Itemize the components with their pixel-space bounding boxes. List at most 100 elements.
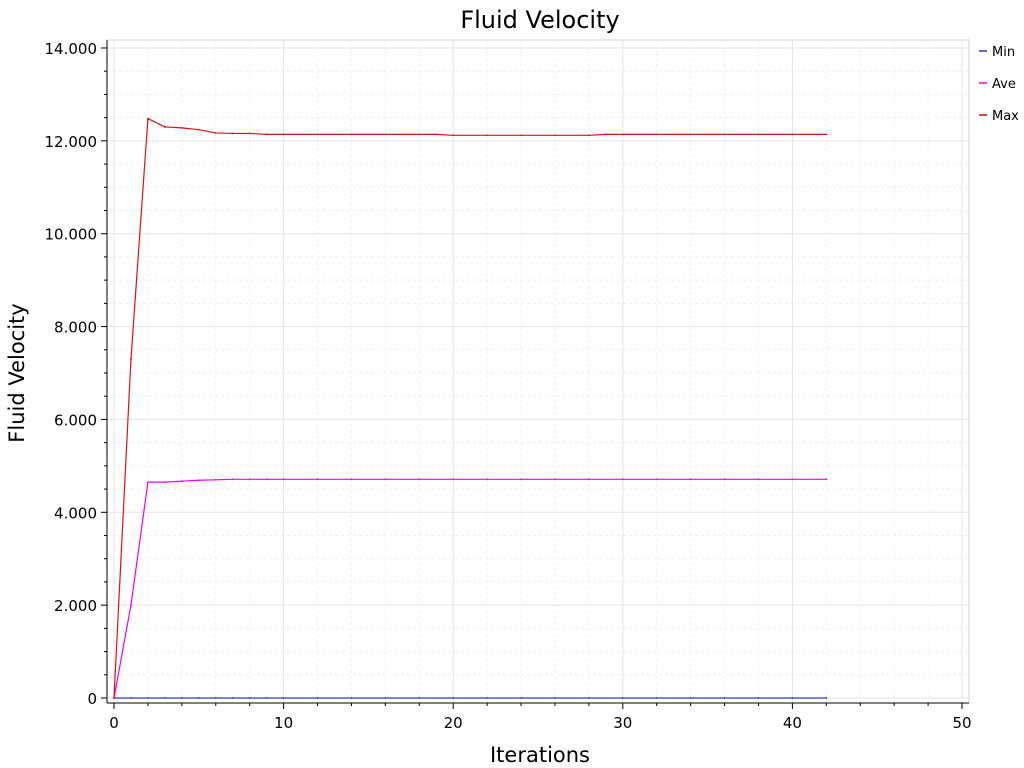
data-point-ave bbox=[554, 478, 556, 481]
data-point-min bbox=[282, 697, 285, 699]
data-point-ave bbox=[791, 478, 794, 481]
data-point-ave bbox=[350, 478, 353, 481]
data-point-max bbox=[520, 134, 522, 137]
data-point-min bbox=[825, 697, 828, 699]
data-point-max bbox=[655, 133, 658, 136]
series-line-max bbox=[113, 117, 827, 699]
data-point-max bbox=[214, 132, 217, 134]
data-point-min bbox=[147, 697, 149, 699]
data-point-max bbox=[587, 134, 590, 137]
data-point-min bbox=[384, 697, 387, 699]
y-axis-title: Fluid Velocity bbox=[5, 303, 29, 442]
data-point-min bbox=[265, 697, 268, 699]
data-point-ave bbox=[130, 604, 132, 607]
y-tick-label: 14.000 bbox=[45, 40, 98, 58]
y-tick-label: 2.000 bbox=[54, 597, 97, 615]
x-tick-label: 20 bbox=[444, 714, 463, 732]
data-point-ave bbox=[147, 481, 149, 484]
data-point-ave bbox=[486, 478, 489, 481]
data-point-min bbox=[689, 697, 692, 699]
x-tick-label: 40 bbox=[783, 714, 802, 732]
data-point-min bbox=[554, 697, 556, 699]
data-point-ave bbox=[520, 478, 522, 481]
legend-label-ave: Ave bbox=[992, 77, 1016, 92]
data-point-min bbox=[197, 697, 200, 699]
data-point-max bbox=[147, 117, 149, 120]
x-tick-label: 0 bbox=[109, 714, 119, 732]
data-point-max bbox=[791, 133, 794, 136]
data-point-max bbox=[452, 134, 455, 137]
plot-frame bbox=[106, 39, 970, 704]
data-point-max bbox=[130, 358, 132, 360]
legend-label-max: Max bbox=[992, 109, 1019, 124]
data-point-ave bbox=[282, 478, 285, 481]
data-point-min bbox=[350, 697, 353, 699]
data-point-max bbox=[282, 133, 285, 136]
data-point-max bbox=[350, 133, 353, 136]
data-point-min bbox=[486, 697, 489, 699]
data-point-max bbox=[554, 134, 556, 137]
data-point-ave bbox=[689, 478, 692, 481]
x-tick-label: 10 bbox=[274, 714, 293, 732]
data-point-min bbox=[723, 697, 726, 699]
data-point-max bbox=[418, 133, 421, 136]
data-point-min bbox=[757, 697, 760, 699]
data-point-max bbox=[180, 126, 183, 129]
data-point-min bbox=[130, 697, 132, 699]
data-point-max bbox=[265, 133, 268, 136]
data-point-max bbox=[163, 126, 166, 128]
data-point-ave bbox=[180, 480, 183, 483]
chart-title: Fluid Velocity bbox=[460, 6, 619, 34]
y-tick-label: 0 bbox=[87, 690, 97, 708]
y-tick-label: 10.000 bbox=[45, 226, 98, 244]
data-point-ave bbox=[655, 478, 658, 481]
data-point-ave bbox=[384, 478, 387, 481]
data-point-ave bbox=[231, 478, 234, 481]
data-point-min bbox=[163, 697, 166, 699]
x-axis-title: Iterations bbox=[490, 743, 590, 767]
x-tick-label: 50 bbox=[952, 714, 971, 732]
y-tick-label: 12.000 bbox=[45, 133, 98, 151]
data-point-ave bbox=[214, 478, 217, 481]
data-point-min bbox=[316, 697, 319, 699]
data-point-min bbox=[214, 697, 217, 699]
data-point-max bbox=[757, 133, 760, 136]
data-point-ave bbox=[587, 478, 590, 481]
data-point-min bbox=[452, 697, 455, 699]
data-point-min bbox=[180, 697, 183, 699]
y-tick-label: 8.000 bbox=[54, 319, 97, 337]
data-point-ave bbox=[163, 481, 166, 484]
data-point-min bbox=[231, 697, 234, 699]
data-point-min bbox=[248, 697, 251, 699]
data-point-min bbox=[418, 697, 421, 699]
data-point-max bbox=[435, 133, 438, 136]
data-point-max bbox=[316, 133, 319, 136]
data-point-ave bbox=[197, 479, 200, 482]
data-point-max bbox=[231, 132, 234, 135]
data-point-ave bbox=[723, 478, 726, 481]
data-point-max bbox=[384, 133, 387, 136]
data-point-max bbox=[486, 134, 489, 137]
data-point-min bbox=[587, 697, 590, 699]
data-point-max bbox=[604, 133, 607, 136]
grid bbox=[106, 39, 970, 704]
data-point-min bbox=[655, 697, 658, 699]
legend-label-min: Min bbox=[992, 45, 1015, 60]
data-point-ave bbox=[757, 478, 760, 481]
data-point-max bbox=[689, 133, 692, 136]
data-point-max bbox=[621, 133, 624, 136]
data-point-ave bbox=[621, 478, 624, 481]
legend: Min Ave Max bbox=[979, 45, 1019, 124]
data-point-min bbox=[520, 697, 522, 699]
data-point-ave bbox=[418, 478, 421, 481]
data-point-min bbox=[621, 697, 624, 699]
axes: 0 2.000 4.000 6.000 8.000 10.000 12.000 14.000 0… bbox=[45, 40, 972, 732]
x-tick-label: 30 bbox=[613, 714, 632, 732]
y-tick-label: 6.000 bbox=[54, 411, 97, 429]
data-point-ave bbox=[248, 478, 251, 481]
data-point-ave bbox=[825, 478, 828, 481]
series-layer bbox=[113, 117, 828, 699]
data-point-max bbox=[723, 133, 726, 136]
data-point-ave bbox=[452, 478, 455, 481]
